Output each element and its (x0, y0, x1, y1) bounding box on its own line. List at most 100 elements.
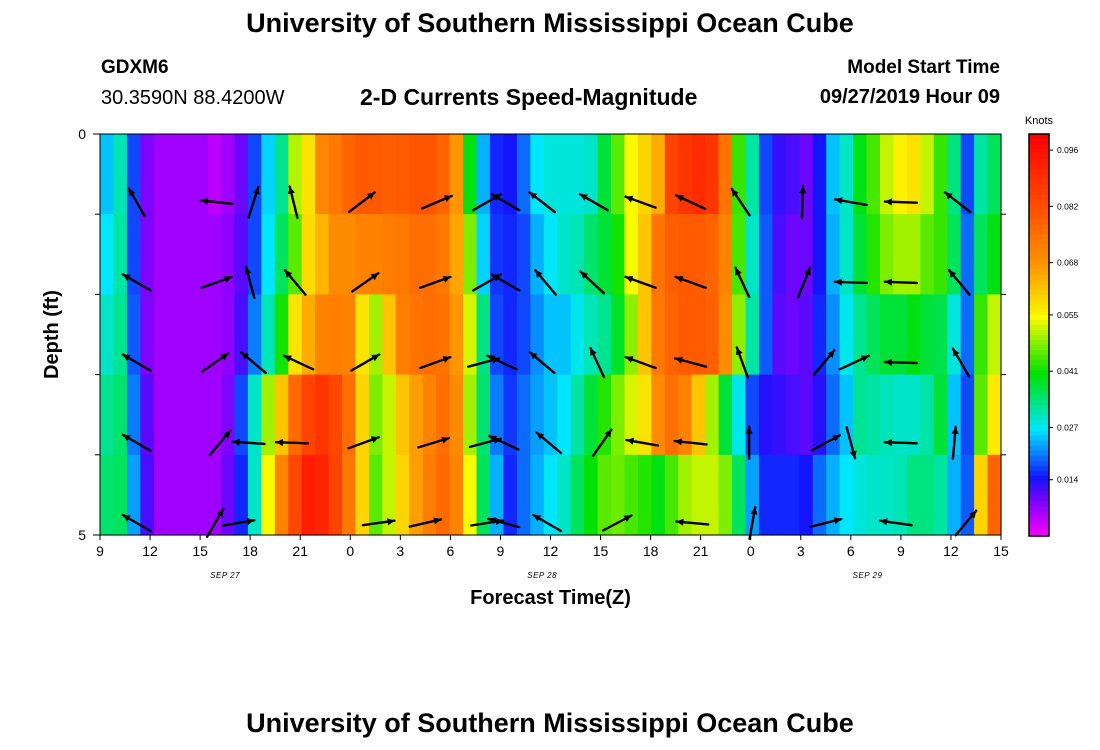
current-arrow (361, 518, 396, 527)
heatmap-cell (207, 214, 222, 295)
heatmap-cell (745, 134, 760, 215)
heatmap-cell (422, 454, 437, 536)
legend-tick-label: 0.027 (1057, 422, 1079, 432)
heatmap-cell (194, 134, 209, 215)
heatmap-cell (422, 374, 437, 456)
legend-color-band (1029, 335, 1049, 341)
current-arrow (947, 268, 971, 296)
heatmap-cell (853, 134, 868, 215)
heatmap-cell (664, 294, 679, 376)
heatmap-cell (758, 134, 773, 215)
heatmap-cell (288, 134, 303, 215)
heatmap-cell (718, 214, 733, 295)
current-arrow (883, 358, 919, 366)
station-coordinates: 30.3590N 88.4200W (101, 87, 285, 109)
heatmap-cell (328, 134, 343, 215)
heatmap-cell (866, 294, 881, 376)
heatmap-cell (637, 294, 652, 376)
legend-color-band (1029, 485, 1049, 492)
y-tick-label: 0 (78, 126, 86, 142)
heatmap-cell (826, 454, 841, 536)
legend-color-band (1029, 199, 1049, 205)
heatmap-cell (355, 214, 370, 295)
heatmap-cell (705, 134, 720, 215)
legend-color-band (1029, 370, 1049, 376)
heatmap-cell (503, 374, 518, 456)
heatmap-cell (611, 134, 626, 215)
heatmap-cell (234, 214, 249, 295)
heatmap-cell (409, 454, 424, 536)
current-arrow (488, 434, 520, 451)
legend-color-band (1029, 239, 1049, 246)
x-tick-label: 21 (292, 543, 308, 559)
heatmap-cell (543, 294, 558, 376)
heatmap-cell (274, 294, 289, 376)
x-tick-label: 3 (396, 543, 404, 559)
heatmap-cell (382, 294, 397, 376)
current-arrow (121, 433, 152, 452)
heatmap-cell (113, 294, 128, 376)
legend-color-band (1029, 340, 1049, 346)
current-arrow (417, 436, 451, 449)
heatmap-cell (153, 214, 168, 295)
heatmap-cells (100, 134, 1002, 536)
x-tick-label: 0 (747, 543, 755, 559)
x-tick-label: 15 (593, 543, 609, 559)
heatmap-cell (274, 134, 289, 215)
heatmap-cell (718, 134, 733, 215)
heatmap-cell (355, 134, 370, 215)
legend-color-band (1029, 415, 1049, 422)
heatmap-cell (167, 214, 182, 295)
x-axis-title: Forecast Time(Z) (470, 587, 631, 609)
heatmap-cell (113, 134, 128, 215)
heatmap-cell (893, 374, 908, 456)
heatmap-cell (342, 374, 357, 456)
current-arrow (486, 354, 518, 371)
heatmap-cell (301, 134, 316, 215)
legend-color-band (1029, 360, 1049, 366)
heatmap-cell (691, 454, 706, 536)
current-arrow (221, 517, 256, 527)
legend-color-band (1029, 520, 1049, 527)
heatmap-cell (611, 214, 626, 295)
legend-color-band (1029, 309, 1049, 316)
legend-color-band (1029, 234, 1049, 241)
heatmap-cell (557, 134, 572, 215)
heatmap-cell (221, 294, 236, 376)
legend-tick-label: 0.068 (1057, 258, 1079, 268)
heatmap-cell (543, 214, 558, 295)
heatmap-cell (732, 134, 747, 215)
x-tick-label: 15 (192, 543, 208, 559)
heatmap-cell (342, 134, 357, 215)
heatmap-cell (812, 374, 827, 456)
heatmap-cell (879, 374, 895, 456)
current-arrow (675, 194, 707, 211)
heatmap-cell (368, 214, 384, 295)
heatmap-cell (933, 214, 948, 295)
current-arrow (528, 351, 556, 375)
heatmap-cell (624, 134, 639, 215)
heatmap-cell (651, 134, 666, 215)
heatmap-cell (584, 294, 599, 376)
x-tick-label: 18 (242, 543, 258, 559)
heatmap-cell (489, 294, 505, 376)
current-arrow (532, 513, 563, 533)
heatmap-cell (557, 214, 572, 295)
heatmap-cell (772, 454, 787, 536)
heatmap-cell (906, 454, 921, 536)
y-tick-label: 5 (78, 527, 86, 543)
current-arrow (810, 434, 842, 452)
heatmap-cell (933, 374, 948, 456)
heatmap-cell (947, 294, 962, 376)
heatmap-cell (395, 374, 410, 456)
heatmap-cell (288, 374, 303, 456)
legend-color-band (1029, 440, 1049, 447)
heatmap-cell (772, 294, 787, 376)
heatmap-cell (449, 374, 464, 456)
heatmap-cell (207, 134, 222, 215)
heatmap-cell (651, 454, 666, 536)
legend-color-band (1029, 500, 1049, 507)
heatmap-cell (718, 294, 733, 376)
legend-color-band (1029, 319, 1049, 326)
